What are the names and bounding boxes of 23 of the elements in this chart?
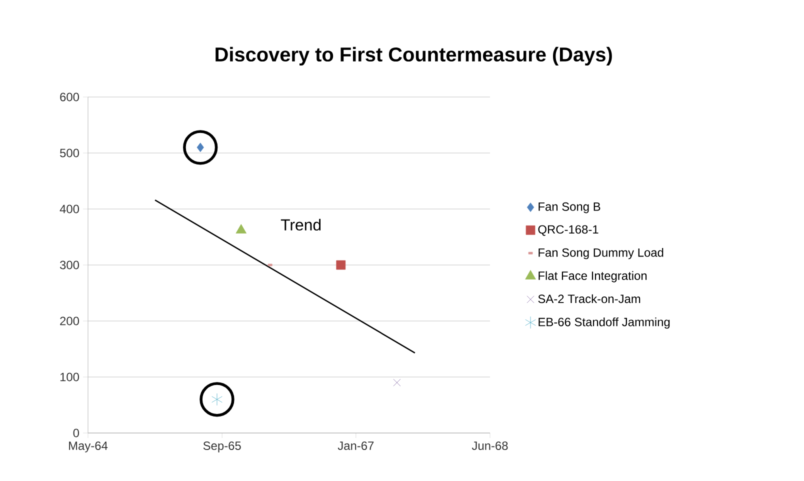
x-tick-label: Jun-68 [472, 442, 508, 450]
y-tick-label: 600 [60, 92, 80, 102]
y-tick-label: 500 [60, 148, 80, 158]
legend-label: EB-66 Standoff Jamming [538, 317, 670, 329]
point [200, 382, 234, 417]
legend-label: Fan Song Dummy Load [538, 248, 664, 260]
x-tick-label: Sep-65 [203, 442, 241, 452]
point [183, 130, 218, 165]
point [336, 260, 346, 270]
legend-label: QRC-168-1 [538, 225, 598, 236]
chart-title: Discovery to First Countermeasure (Days) [216, 46, 612, 66]
legend-label: Flat Face Integration [538, 271, 647, 282]
y-tick-label: 300 [60, 260, 80, 270]
point [393, 378, 401, 386]
annotation: Trend [280, 218, 321, 231]
x-tick-label: May-64 [69, 442, 108, 452]
y-tick-label: 400 [60, 204, 80, 214]
y-tick-label: 0 [73, 428, 80, 438]
y-tick-label: 200 [60, 316, 80, 326]
x-tick-label: Jan-67 [338, 442, 374, 450]
legend-label: Fan Song B [538, 202, 600, 214]
legend-label: SA-2 Track-on-Jam [538, 294, 640, 304]
y-tick-label: 100 [60, 372, 80, 382]
